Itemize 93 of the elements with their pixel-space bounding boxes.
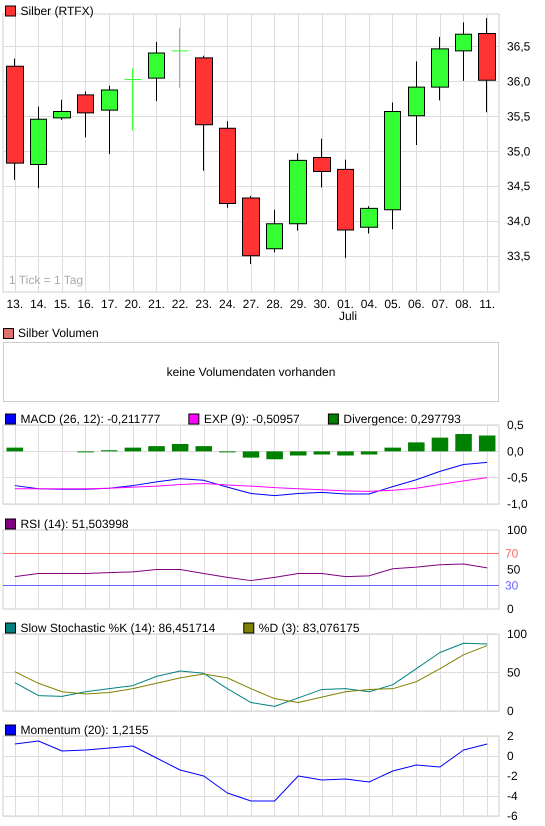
bar — [6, 448, 24, 452]
y-tick-label: 33,5 — [507, 248, 531, 263]
x-tick-label: 01. — [337, 297, 354, 311]
legend-label: %D (3): 83,076175 — [258, 621, 360, 635]
bar — [124, 448, 142, 452]
x-tick-label: 11. — [479, 297, 496, 311]
y-tick-label: 34,0 — [507, 214, 531, 228]
legend-label: Silber (RTFX) — [20, 4, 94, 18]
y-tick-label: -4 — [507, 789, 518, 803]
bar — [432, 438, 448, 452]
bar — [266, 451, 283, 460]
candlestick — [455, 22, 472, 82]
text: Silber Volumen — [18, 326, 99, 340]
candlestick — [431, 36, 449, 101]
y-tick-label: -0,5 — [507, 470, 528, 485]
line-series — [14, 740, 488, 802]
line-series — [14, 563, 488, 582]
x-tick-label: 17. — [100, 297, 118, 311]
bar — [408, 442, 425, 452]
y-tick-label: 35,0 — [507, 144, 531, 158]
y-tick-label: 36,5 — [507, 40, 531, 54]
legend-label: EXP (9): -0,50957 — [204, 412, 300, 426]
y-tick-label: 0 — [507, 749, 514, 763]
x-tick-label: 28. — [266, 297, 283, 311]
y-tick-label: 50 — [507, 666, 521, 680]
annotation: 1 Tick = 1 Tag — [9, 273, 84, 287]
y-tick-label: -2 — [507, 769, 518, 783]
bar — [478, 436, 496, 452]
y-tick-label: 34,5 — [507, 179, 531, 194]
x-tick-label: 29. — [290, 297, 307, 311]
x-tick-label: 14. — [30, 297, 47, 311]
x-tick-label: 24. — [219, 297, 236, 311]
text: keine Volumendaten vorhanden — [166, 365, 336, 379]
line-series — [14, 462, 488, 496]
candlestick — [313, 138, 331, 188]
bar — [148, 446, 165, 452]
bar — [242, 451, 260, 458]
x-tick-label: 15. — [54, 297, 70, 311]
candlestick — [360, 206, 378, 234]
x-tick-label: 13. — [6, 297, 24, 311]
candlestick — [408, 60, 425, 146]
x-tick-label: 21. — [148, 297, 165, 311]
candlestick — [77, 90, 94, 138]
ref-line-label: 70 — [505, 546, 519, 561]
candlestick — [101, 85, 118, 155]
bar — [360, 451, 378, 454]
x-tick-label: 30. — [314, 297, 330, 311]
x-tick-label: 16. — [77, 297, 94, 311]
x-tick-label: 23. — [195, 297, 212, 311]
legend-label: RSI (14): 51,503998 — [20, 517, 129, 531]
x-tick-label: 07. — [432, 297, 448, 311]
y-tick-label: 50 — [507, 562, 521, 576]
candlestick — [30, 106, 47, 189]
bar — [384, 448, 401, 452]
bar — [290, 451, 307, 456]
bar — [314, 451, 330, 454]
text: Juli — [338, 309, 358, 323]
bar — [337, 451, 354, 456]
ref-line-label: 30 — [505, 578, 519, 592]
bar — [455, 434, 472, 452]
candlestick — [148, 41, 165, 102]
x-tick-label: 27. — [242, 297, 260, 311]
x-tick-label: 04. — [360, 297, 378, 311]
candlestick — [219, 120, 236, 208]
y-tick-label: 2 — [507, 729, 514, 743]
candlestick — [242, 195, 260, 265]
legend-label: Momentum (20): 1,2155 — [20, 723, 149, 737]
y-tick-label: 35,5 — [507, 109, 531, 124]
legend-label: Slow Stochastic %K (14): 86,451714 — [20, 621, 216, 635]
candlestick — [266, 209, 283, 253]
y-tick-label: 36,0 — [507, 74, 531, 89]
y-tick-label: 0,5 — [507, 418, 524, 432]
bar — [195, 446, 212, 452]
y-tick-label: -1,0 — [507, 497, 528, 511]
x-tick-label: 08. — [455, 297, 472, 311]
y-tick-label: 0 — [507, 704, 514, 718]
y-tick-label: 0,0 — [507, 444, 524, 458]
y-tick-label: 100 — [507, 523, 528, 537]
candlestick — [289, 152, 307, 232]
y-tick-label: 100 — [507, 627, 528, 641]
x-tick-label: 05. — [384, 297, 402, 311]
x-tick-label: 20. — [124, 297, 142, 311]
candlestick — [171, 27, 189, 88]
bar — [172, 444, 188, 452]
y-tick-label: 0 — [507, 602, 514, 616]
legend-label: Divergence: 0,297793 — [343, 412, 462, 426]
y-tick-label: -6 — [507, 809, 518, 823]
line-series — [14, 477, 488, 492]
candlestick — [53, 99, 71, 120]
x-tick-label: 06. — [408, 297, 425, 311]
candlestick — [124, 68, 142, 131]
x-tick-label: 22. — [172, 297, 188, 311]
legend-label: MACD (26, 12): -0,211777 — [20, 412, 161, 426]
